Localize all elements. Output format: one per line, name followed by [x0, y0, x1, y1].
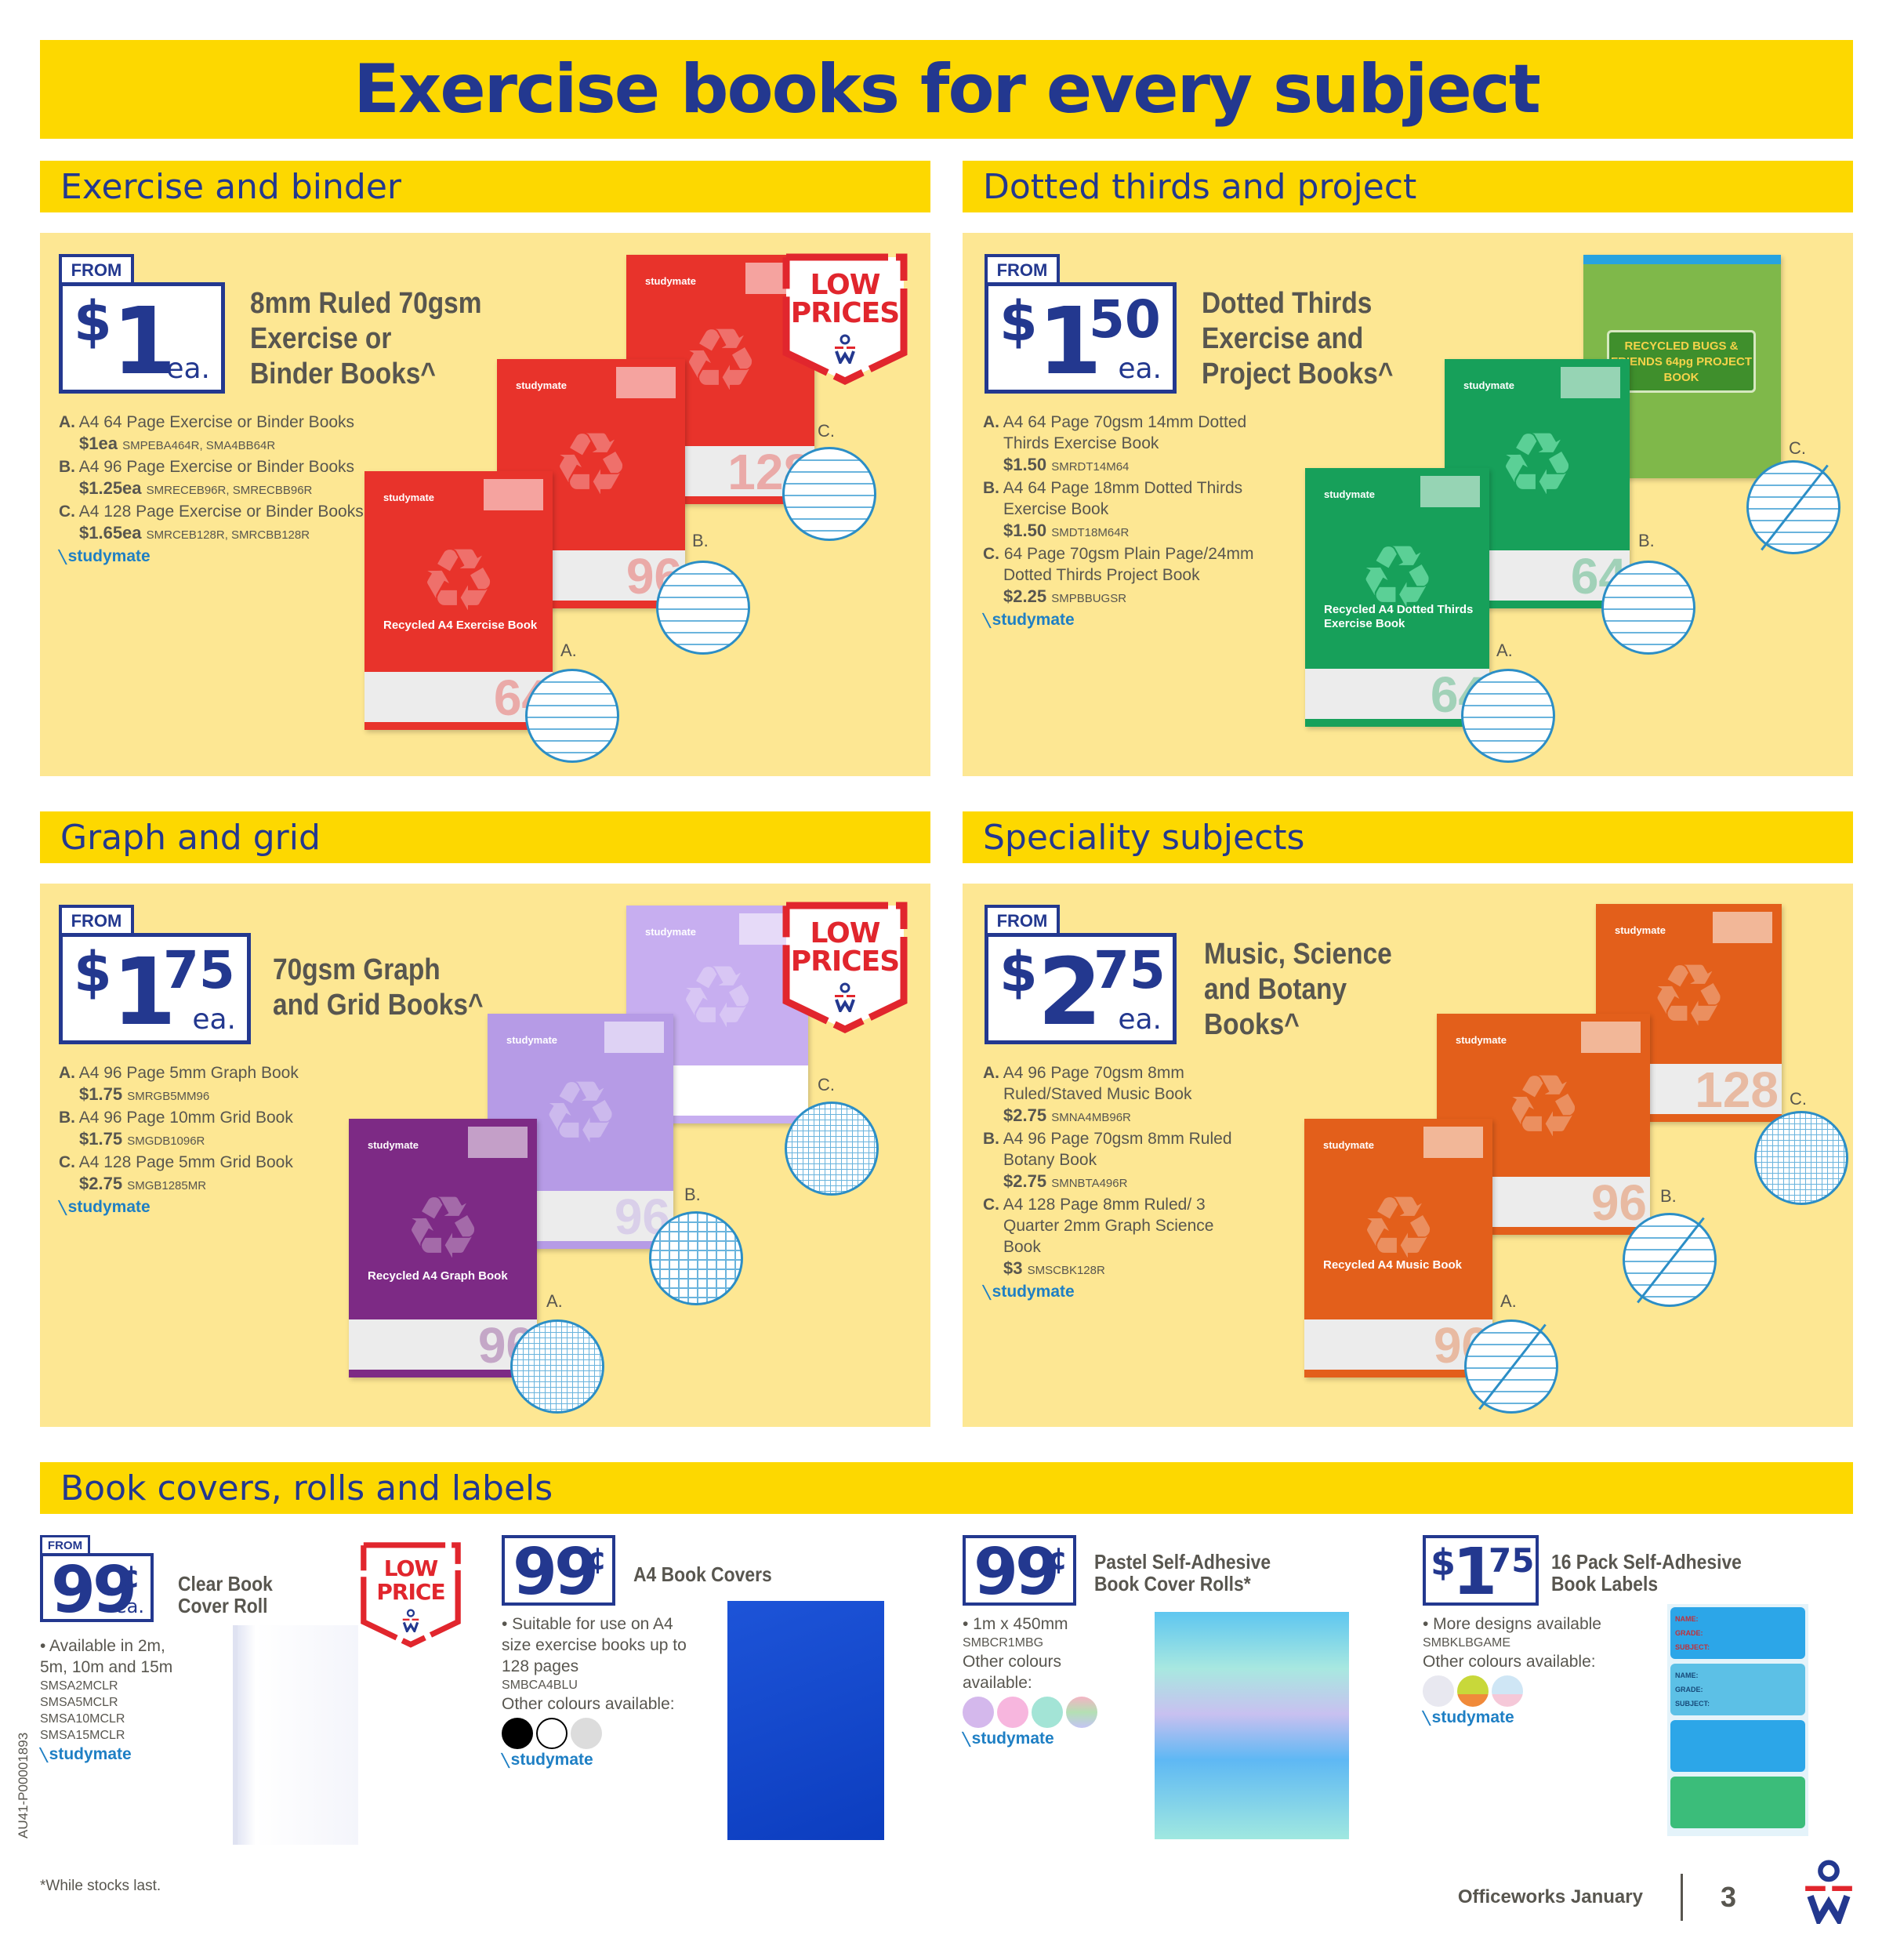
item-list: A. A4 96 Page 70gsm 8mm Ruled/Staved Mus…: [983, 1062, 1242, 1304]
page-title-bar: Exercise books for every subject: [40, 40, 1853, 139]
page-footer: Officeworks January 3: [1458, 1874, 1736, 1921]
product-book-labels: $1 75 16 Pack Self-Adhesive Book Labels •…: [1423, 1535, 1862, 1849]
officeworks-logo-icon: [835, 334, 855, 364]
price-badge: 99 ¢ ea.: [40, 1553, 154, 1628]
book-image-a: studymate ♻ Recycled A4 Dotted Thirds Exe…: [1305, 468, 1489, 727]
product-a4-book-covers: 99 ¢ A4 Book Covers • Suitable for use o…: [502, 1535, 941, 1849]
clear-roll-image: [233, 1625, 358, 1845]
blue-cover-image: [727, 1601, 884, 1840]
studymate-logo: studymate: [983, 609, 1289, 632]
studymate-logo: studymate: [59, 546, 404, 568]
price-badge: $1 75: [1423, 1535, 1539, 1610]
paper-sample-a: [1464, 1319, 1558, 1414]
product-pastel-cover-rolls: 99 ¢ Pastel Self-Adhesive Book Cover Roll…: [963, 1535, 1402, 1849]
product-title: Music, Science and Botany Books^: [1204, 938, 1392, 1041]
paper-sample-b: [1601, 561, 1695, 655]
low-price-badge: LOW PRICE: [360, 1541, 462, 1651]
paper-sample-c: [782, 447, 876, 541]
section-heading-book-covers: Book covers, rolls and labels: [40, 1462, 1853, 1514]
item-list: A. A4 96 Page 5mm Graph Book $1.75 SMRGB…: [59, 1062, 364, 1219]
section-heading-speciality: Speciality subjects: [963, 811, 1853, 863]
panel-dotted-thirds: FROM $1 50 ea. Dotted Thirds Exercise and…: [963, 233, 1853, 776]
product-title: 70gsm Graph and Grid Books^: [273, 953, 484, 1022]
panel-graph-grid: FROM $1 75 ea. 70gsm Graph and Grid Books…: [40, 884, 930, 1427]
paper-sample-c: [1746, 460, 1840, 554]
page-number: 3: [1720, 1881, 1736, 1913]
paper-sample-c: [1754, 1111, 1848, 1205]
side-code: AU41-P00001893: [16, 1732, 31, 1838]
product-title: 8mm Ruled 70gsm Exercise or Binder Books^: [250, 287, 482, 390]
swatch-grey: [571, 1718, 602, 1749]
labels-sheet-image: NAME: GRADE: SUBJECT: NAME: GRADE: SUBJECT:: [1667, 1604, 1808, 1836]
divider: [1680, 1874, 1683, 1921]
section-heading-dotted: Dotted thirds and project: [963, 161, 1853, 212]
item-list: A. A4 64 Page 70gsm 14mm Dotted Thirds E…: [983, 412, 1289, 632]
price-dollars: 1: [111, 287, 176, 395]
swatch-white: [536, 1718, 568, 1749]
officeworks-logo-icon: [1805, 1860, 1852, 1924]
paper-sample-c: [785, 1102, 879, 1196]
paper-sample-a: [510, 1319, 604, 1414]
paper-sample-b: [656, 561, 750, 655]
price-badge: 99 ¢: [963, 1535, 1076, 1610]
from-label: FROM: [59, 254, 134, 284]
paper-sample-b: [1623, 1213, 1717, 1307]
pastel-roll-image: [1155, 1612, 1349, 1839]
product-clear-cover-roll: FROM 99 ¢ ea. Clear Book Cover Roll • Ava…: [40, 1535, 479, 1849]
swatch-black: [502, 1718, 533, 1749]
recycle-icon: ♻: [552, 416, 630, 513]
panel-exercise-binder: FROM $1 ea. 8mm Ruled 70gsm Exercise or Bi…: [40, 233, 930, 776]
studymate-logo: studymate: [59, 1196, 364, 1219]
page-title: Exercise books for every subject: [354, 50, 1541, 129]
catalogue-label: Officeworks January: [1457, 1886, 1643, 1907]
product-title: Dotted Thirds Exercise and Project Books^: [1202, 287, 1394, 390]
book-image-a: studymate ♻ Recycled A4 Graph Book 96: [349, 1119, 537, 1377]
studymate-logo: studymate: [983, 1281, 1242, 1304]
paper-sample-b: [649, 1211, 743, 1305]
price-badge: 99 ¢: [502, 1535, 615, 1610]
item-list: A. A4 64 Page Exercise or Binder Books $…: [59, 412, 404, 568]
price-unit: ea.: [166, 353, 210, 385]
section-heading-graph: Graph and grid: [40, 811, 930, 863]
panel-speciality: FROM $2 75 ea. Music, Science and Botany B…: [963, 884, 1853, 1427]
book-image-a: studymate ♻ Recycled A4 Music Book 96: [1304, 1119, 1492, 1377]
paper-sample-a: [525, 669, 619, 763]
section-heading-exercise: Exercise and binder: [40, 161, 930, 212]
low-prices-badge: LOW PRICES: [781, 252, 908, 386]
low-prices-badge: LOW PRICES: [781, 901, 908, 1034]
officeworks-logo-icon: [835, 982, 855, 1012]
paper-sample-a: [1461, 669, 1555, 763]
book-image-a: studymate ♻ Recycled A4 Exercise Book 64: [364, 471, 553, 730]
recycle-icon: ♻: [419, 532, 498, 629]
footnote: *While stocks last.: [40, 1878, 161, 1894]
recycle-icon: ♻: [681, 311, 760, 408]
